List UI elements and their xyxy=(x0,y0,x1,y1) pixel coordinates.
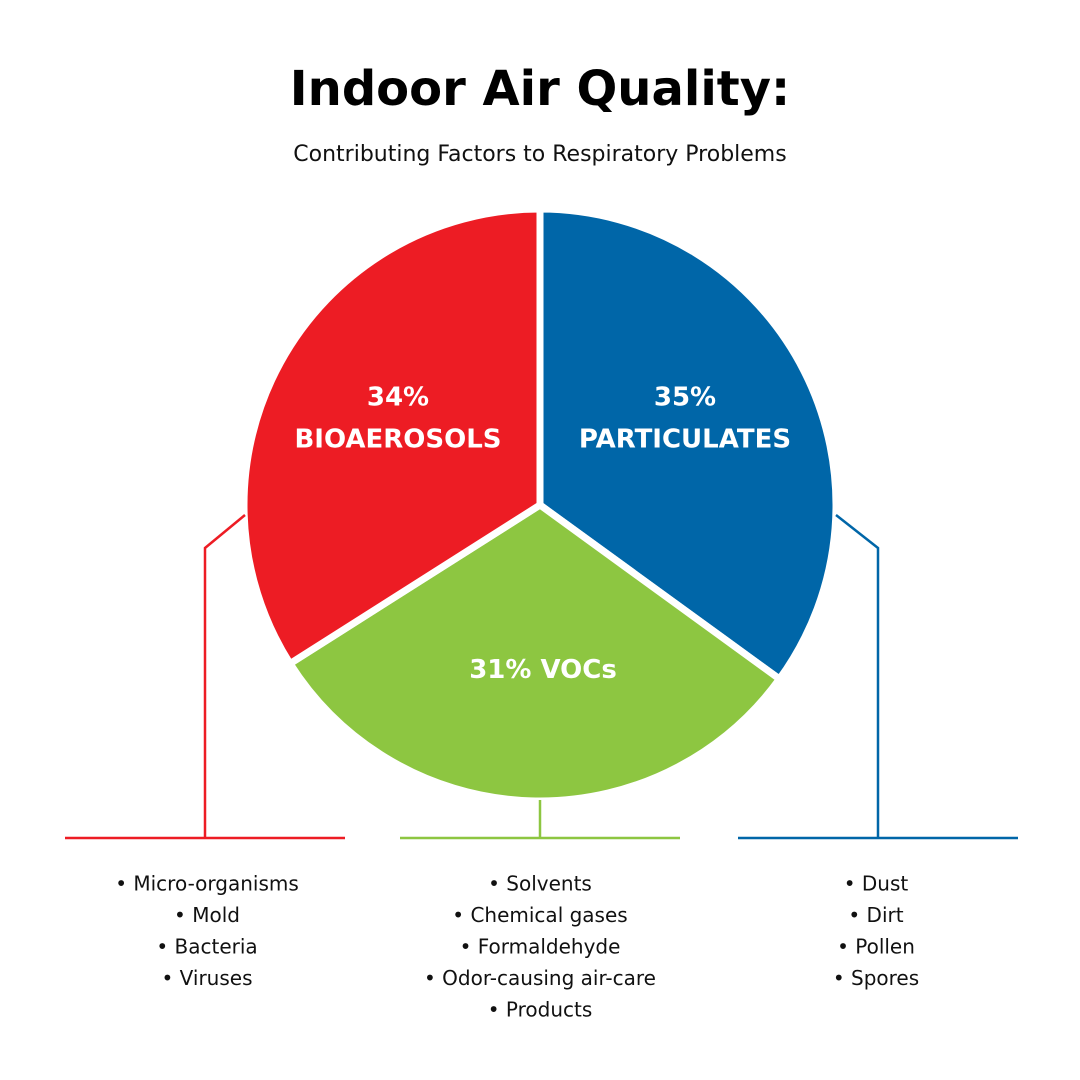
detail-item: • Dust xyxy=(844,872,909,896)
detail-item: • Solvents xyxy=(488,872,592,896)
pie-slice xyxy=(285,500,785,805)
pie-slice xyxy=(240,205,544,669)
detail-item: • Spores xyxy=(833,966,919,990)
slice-value-label: 34% xyxy=(367,383,429,413)
slice-name-label: PARTICULATES xyxy=(579,425,791,455)
detail-item: • Micro-organisms xyxy=(115,872,299,896)
detail-item: • Odor-causing air-care xyxy=(424,966,656,990)
detail-item: • Bacteria xyxy=(156,935,257,959)
slice-label: 31% VOCs xyxy=(469,655,617,685)
pie-slice xyxy=(536,205,840,684)
connector-line xyxy=(835,514,880,838)
detail-item: • Mold xyxy=(174,903,240,927)
slice-value-label: 31% xyxy=(469,655,531,685)
chart-subtitle: Contributing Factors to Respiratory Prob… xyxy=(293,142,786,167)
slice-value-label: 35% xyxy=(654,383,716,413)
connector-line xyxy=(203,514,246,838)
slice-name-label: BIOAEROSOLS xyxy=(294,425,501,455)
detail-item: • Products xyxy=(488,998,593,1022)
chart-title: Indoor Air Quality: xyxy=(290,61,790,117)
detail-item: • Pollen xyxy=(837,935,915,959)
detail-item: • Dirt xyxy=(848,903,903,927)
detail-item: • Chemical gases xyxy=(452,903,627,927)
slice-name-label: VOCs xyxy=(540,655,616,685)
detail-item: • Formaldehyde xyxy=(460,935,621,959)
detail-item: • Viruses xyxy=(162,966,253,990)
